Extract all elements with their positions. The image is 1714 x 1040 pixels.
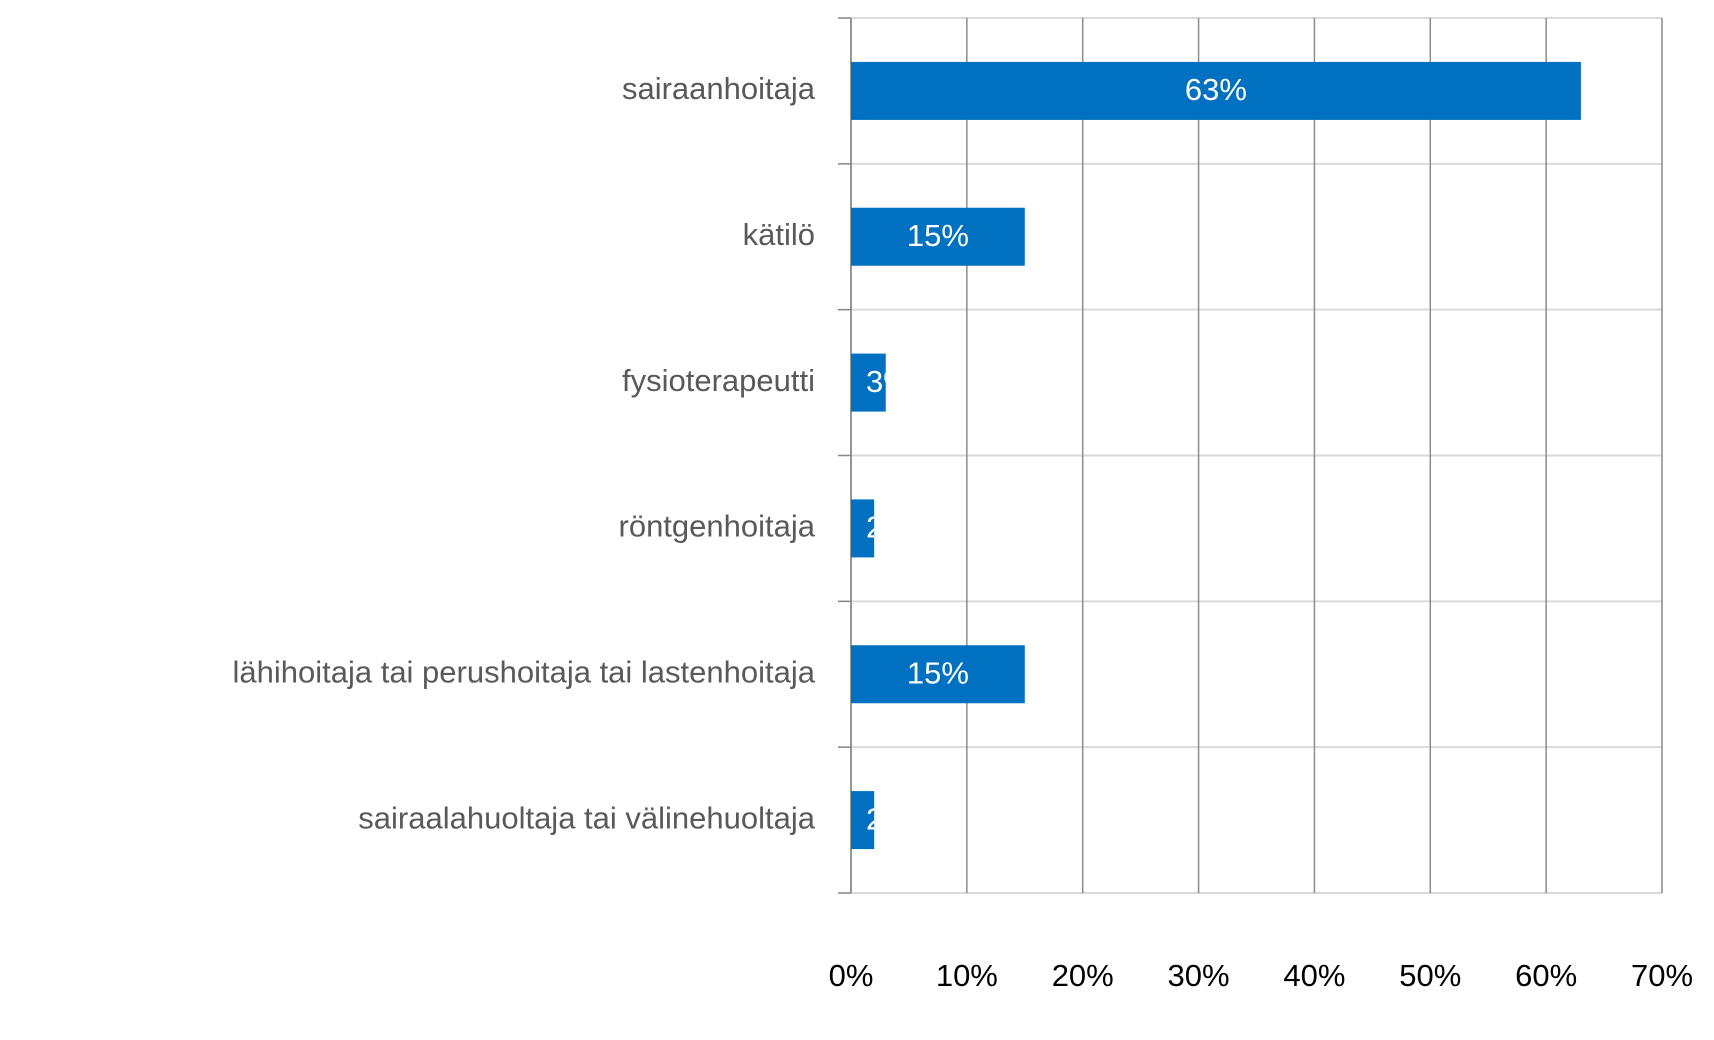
x-tick-label: 70% — [1631, 958, 1693, 993]
x-tick-label: 20% — [1052, 958, 1114, 993]
y-tick-label: lähihoitaja tai perushoitaja tai lastenh… — [232, 654, 815, 689]
y-tick-label: sairaanhoitaja — [622, 71, 816, 106]
bar — [851, 353, 886, 412]
y-tick-label: kätilö — [743, 217, 815, 252]
y-tick-label: röntgenhoitaja — [619, 509, 816, 544]
bar — [851, 61, 1581, 120]
bar — [851, 791, 875, 850]
x-tick-label: 50% — [1399, 958, 1461, 993]
x-tick-label: 30% — [1168, 958, 1230, 993]
data-label: 63% — [1185, 72, 1247, 107]
bar — [851, 207, 1025, 266]
y-tick-label: fysioterapeutti — [622, 363, 815, 398]
data-label: 3% — [866, 364, 911, 399]
x-tick-label: 0% — [829, 958, 874, 993]
data-label: 15% — [907, 655, 969, 690]
x-tick-label: 60% — [1515, 958, 1577, 993]
x-tick-label: 10% — [936, 958, 998, 993]
data-label: 15% — [907, 218, 969, 253]
x-tick-label: 40% — [1283, 958, 1345, 993]
y-tick-label: sairaalahuoltaja tai välinehuoltaja — [358, 800, 815, 835]
bar — [851, 499, 875, 558]
data-label: 2% — [866, 510, 911, 545]
bar — [851, 645, 1025, 704]
data-label: 2% — [866, 801, 911, 836]
